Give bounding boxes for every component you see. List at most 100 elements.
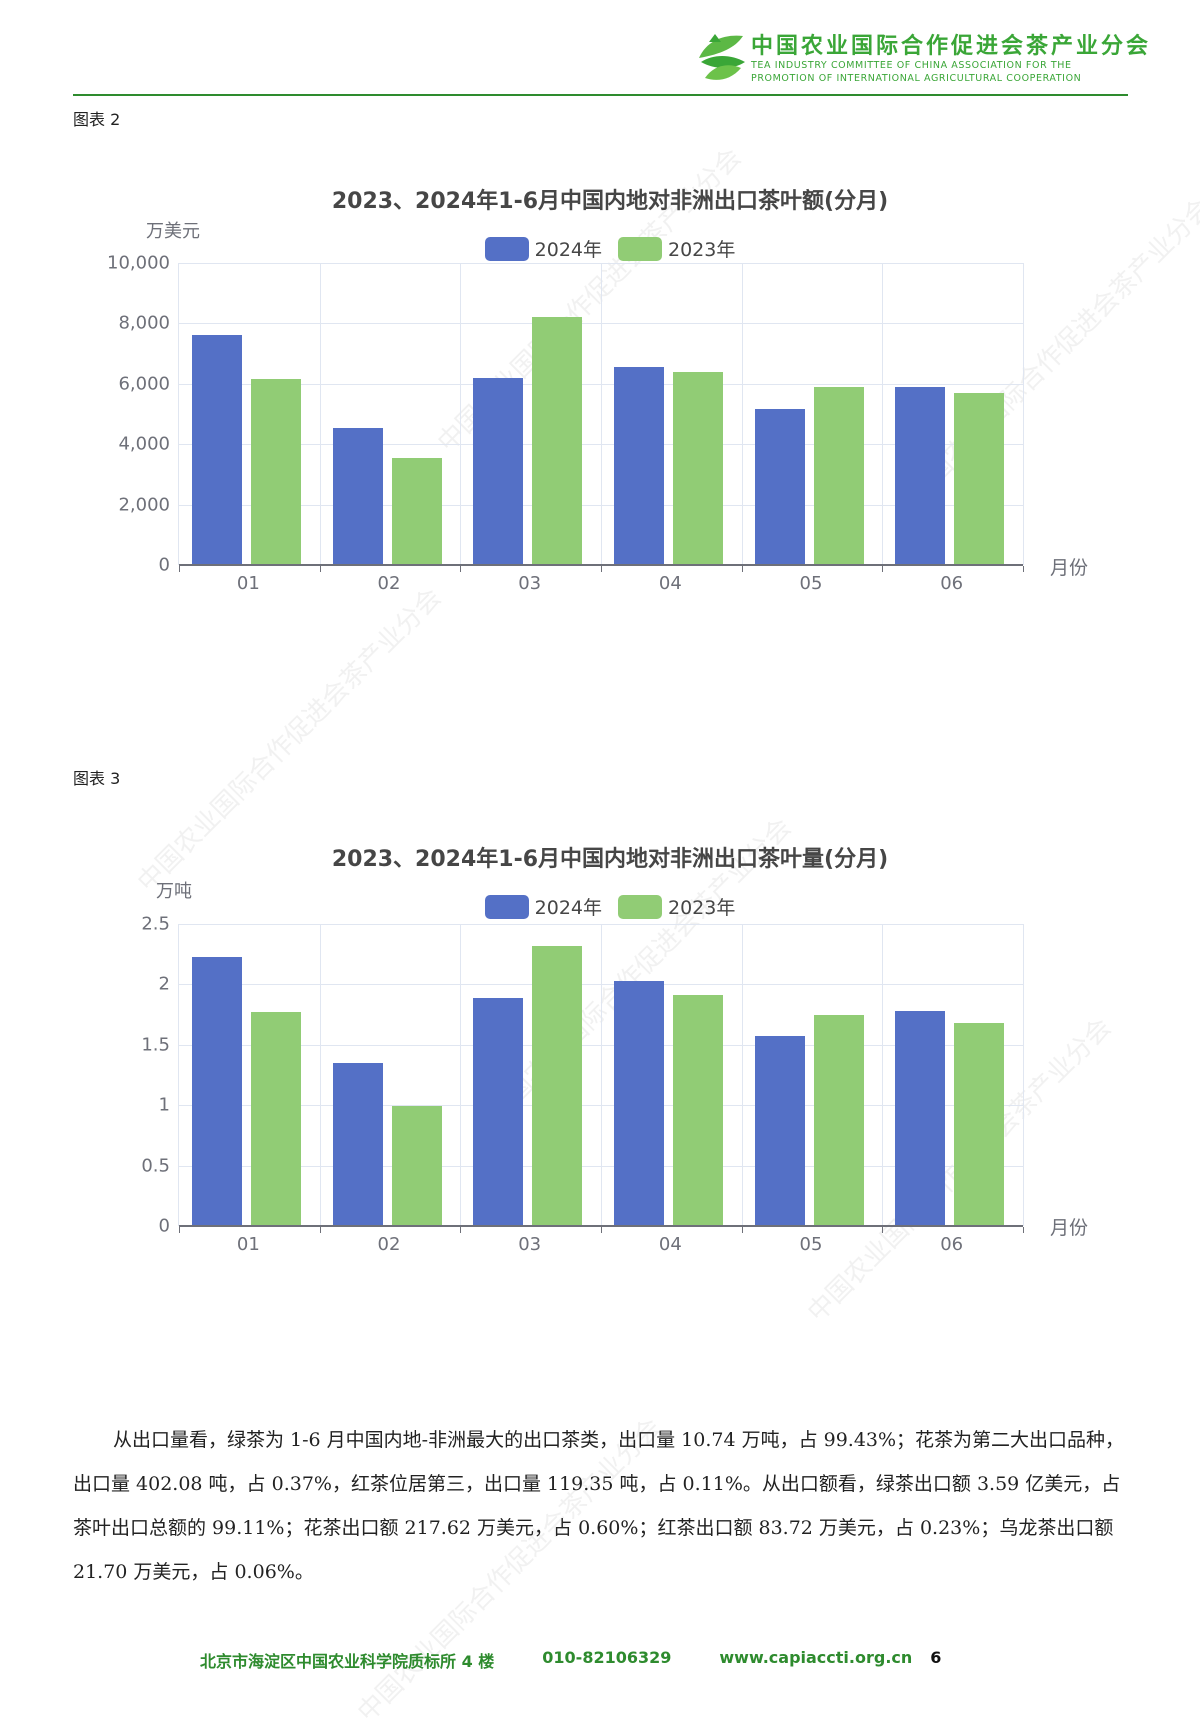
y-tick-label: 2,000 <box>118 494 170 516</box>
x-tick-label: 03 <box>518 1234 542 1255</box>
x-axis-line <box>179 1225 1023 1227</box>
legend-label-2023: 2023年 <box>668 897 736 919</box>
y-tick-label: 0.5 <box>141 1155 170 1177</box>
x-tick <box>601 1227 602 1233</box>
legend-item-2023[interactable]: 2023年 <box>618 893 735 920</box>
legend-swatch-2023 <box>618 894 662 919</box>
y-axis-unit: 万吨 <box>156 881 192 902</box>
bar-2024年-03[interactable] <box>473 997 524 1226</box>
page-number: 6 <box>930 1648 942 1667</box>
x-tick <box>319 566 321 572</box>
legend-item-2024[interactable]: 2024年 <box>484 235 602 262</box>
figure-label-2: 图表 2 <box>73 110 121 129</box>
x-tick <box>460 566 462 572</box>
y-tick-label: 1.5 <box>141 1034 170 1056</box>
bar-2024年-02[interactable] <box>332 1062 383 1226</box>
x-tick-label: 02 <box>377 573 401 594</box>
x-tick-label: 05 <box>799 573 823 594</box>
y-tick-label: 1 <box>158 1094 170 1116</box>
footer-website[interactable]: www.capiaccti.org.cn <box>719 1648 913 1667</box>
vertical-gridline <box>460 924 462 1226</box>
x-axis-name: 月份 <box>1050 557 1089 579</box>
legend-swatch-2023 <box>618 236 662 261</box>
legend-label-2024: 2024年 <box>534 897 602 919</box>
bar-2023年-01[interactable] <box>251 1012 301 1226</box>
vertical-gridline <box>741 924 743 1226</box>
x-tick <box>460 1227 462 1233</box>
x-tick <box>179 1227 180 1233</box>
bar-2023年-04[interactable] <box>673 371 723 565</box>
chart-title: 2023、2024年1-6月中国内地对非洲出口茶叶量(分月) <box>331 847 889 872</box>
org-name-cn: 中国农业国际合作促进会茶产业分会 <box>751 34 1152 59</box>
bar-2024年-01[interactable] <box>192 956 242 1226</box>
legend-item-2024[interactable]: 2024年 <box>484 893 602 920</box>
chart-export-value: 2023、2024年1-6月中国内地对非洲出口茶叶额(分月) 万美元 2024年… <box>90 183 1130 663</box>
x-tick-label: 03 <box>518 573 542 594</box>
legend-label-2024: 2024年 <box>534 239 602 261</box>
vertical-gridline <box>741 263 743 565</box>
x-tick <box>1023 566 1024 572</box>
x-tick <box>1023 1227 1024 1233</box>
vertical-gridline <box>460 263 462 565</box>
body-paragraph: 从出口量看，绿茶为 1-6 月中国内地-非洲最大的出口茶类，出口量 10.74 … <box>73 1418 1133 1594</box>
org-name-en-line1: TEA INDUSTRY COMMITTEE OF CHINA ASSOCIAT… <box>751 60 1072 71</box>
x-tick-label: 02 <box>377 1234 401 1255</box>
x-tick <box>741 1227 743 1233</box>
vertical-gridline <box>1023 924 1024 1226</box>
bar-2024年-06[interactable] <box>895 386 946 565</box>
chart-legend: 2024年 2023年 <box>90 893 1130 920</box>
bar-2024年-04[interactable] <box>614 367 664 565</box>
vertical-gridline <box>319 924 321 1226</box>
bar-2024年-02[interactable] <box>332 427 383 565</box>
x-tick-label: 01 <box>236 573 260 594</box>
footer-phone: 010-82106329 <box>542 1648 672 1667</box>
bar-2023年-03[interactable] <box>532 317 583 565</box>
x-axis-name: 月份 <box>1050 1217 1089 1239</box>
y-tick-label: 4,000 <box>118 433 170 455</box>
tea-leaf-logo-icon <box>699 34 745 80</box>
plot-area <box>178 924 1024 1233</box>
chart-legend: 2024年 2023年 <box>90 235 1130 262</box>
x-tick-label: 01 <box>236 1234 260 1255</box>
paragraph-text: 从出口量看，绿茶为 1-6 月中国内地-非洲最大的出口茶类，出口量 10.74 … <box>73 1429 1125 1583</box>
y-tick-label: 8,000 <box>118 312 170 334</box>
y-tick-label: 0 <box>158 1215 170 1237</box>
x-tick <box>882 566 884 572</box>
bar-2024年-04[interactable] <box>614 980 664 1226</box>
vertical-gridline <box>601 263 602 565</box>
x-tick <box>741 566 743 572</box>
legend-label-2023: 2023年 <box>668 239 736 261</box>
y-tick-label: 2.5 <box>141 913 170 935</box>
bar-2024年-01[interactable] <box>192 335 242 565</box>
bar-2023年-04[interactable] <box>673 995 723 1226</box>
plot-area <box>178 263 1024 572</box>
bar-2024年-03[interactable] <box>473 377 524 565</box>
x-tick-label: 04 <box>658 1234 682 1255</box>
chart-export-volume: 2023、2024年1-6月中国内地对非洲出口茶叶量(分月) 万吨 2024年 … <box>90 841 1130 1321</box>
vertical-gridline <box>601 924 602 1226</box>
bar-2024年-06[interactable] <box>895 1010 946 1226</box>
bar-2023年-06[interactable] <box>954 1023 1005 1226</box>
bar-2024年-05[interactable] <box>754 1036 805 1226</box>
bar-2024年-05[interactable] <box>754 409 805 565</box>
bar-2023年-06[interactable] <box>954 392 1005 565</box>
y-tick-label: 2 <box>158 973 170 995</box>
x-axis-line <box>179 564 1023 566</box>
bar-2023年-01[interactable] <box>251 379 301 565</box>
legend-item-2023[interactable]: 2023年 <box>618 235 735 262</box>
vertical-gridline <box>319 263 321 565</box>
bar-2023年-03[interactable] <box>532 945 583 1226</box>
y-tick-label: 10,000 <box>107 252 170 274</box>
header-divider <box>73 94 1128 96</box>
y-axis-unit: 万美元 <box>146 221 200 242</box>
x-tick-label: 06 <box>940 573 964 594</box>
bar-2023年-05[interactable] <box>813 386 864 565</box>
bar-2023年-02[interactable] <box>391 457 442 565</box>
legend-swatch-2024 <box>484 894 529 919</box>
org-name-en-line2: PROMOTION OF INTERNATIONAL AGRICULTURAL … <box>751 73 1082 84</box>
org-logo: 中国农业国际合作促进会茶产业分会 TEA INDUSTRY COMMITTEE … <box>695 28 1148 88</box>
bar-2023年-05[interactable] <box>813 1014 864 1226</box>
bar-2023年-02[interactable] <box>391 1106 442 1226</box>
x-tick-label: 06 <box>940 1234 964 1255</box>
x-tick <box>601 566 602 572</box>
